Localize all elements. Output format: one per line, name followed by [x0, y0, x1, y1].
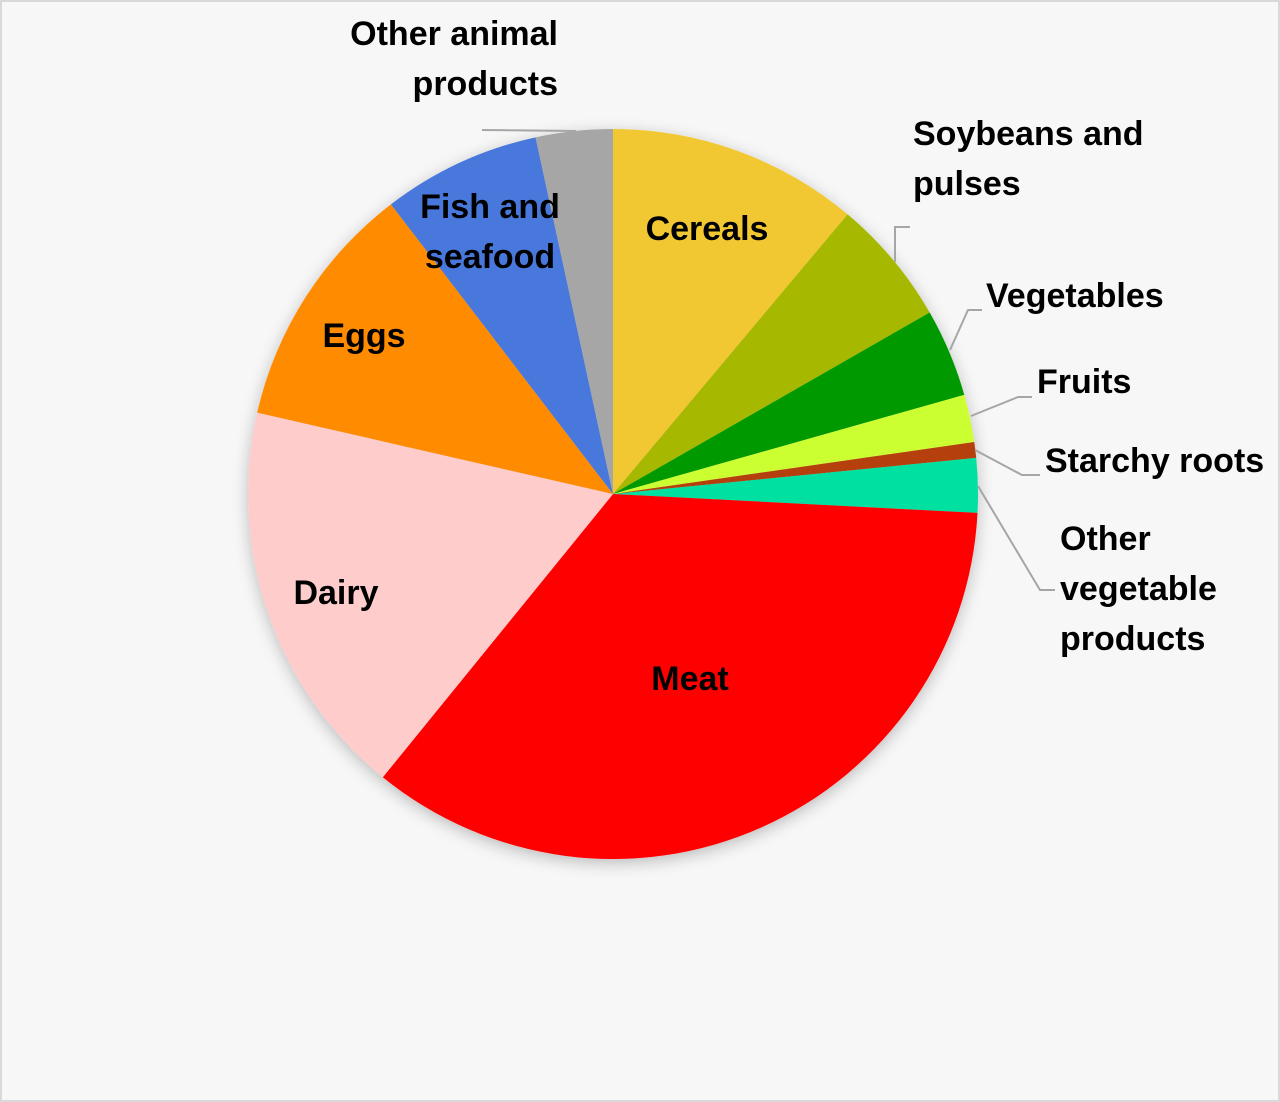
label-starchy-roots: Starchy roots — [1045, 442, 1264, 480]
slice-eggs — [257, 204, 613, 494]
slice-vegetables — [613, 312, 965, 494]
slice-other-animal-products — [535, 129, 613, 494]
label-meat: Meat — [651, 660, 728, 698]
label-fish-and-seafood: Fish and seafood — [420, 188, 560, 276]
leader-line-starchy-roots — [974, 449, 1040, 476]
leader-line-other-vegetable-products — [977, 485, 1055, 591]
label-dairy: Dairy — [293, 574, 378, 612]
slice-fish-and-seafood — [390, 137, 613, 494]
leader-line-vegetables — [949, 309, 982, 351]
leader-line-fruits — [970, 396, 1032, 417]
slice-soybeans-and-pulses — [613, 214, 930, 494]
slice-meat — [382, 494, 978, 859]
slice-starchy-roots — [613, 441, 977, 494]
slice-other-vegetable-products — [613, 457, 979, 513]
label-cereals: Cereals — [646, 210, 769, 248]
label-vegetables: Vegetables — [986, 277, 1164, 315]
label-other-animal-products: Other animal products — [350, 15, 558, 103]
leader-line-soybeans-and-pulses — [894, 226, 910, 262]
slice-fruits — [613, 394, 975, 494]
slice-cereals — [613, 129, 848, 494]
label-other-vegetable-products: Other vegetable products — [1060, 520, 1217, 658]
leader-line-other-animal-products — [481, 129, 577, 132]
label-fruits: Fruits — [1037, 363, 1131, 401]
label-eggs: Eggs — [322, 317, 405, 355]
label-soybeans-and-pulses: Soybeans and pulses — [913, 115, 1144, 203]
slice-dairy — [247, 412, 613, 778]
